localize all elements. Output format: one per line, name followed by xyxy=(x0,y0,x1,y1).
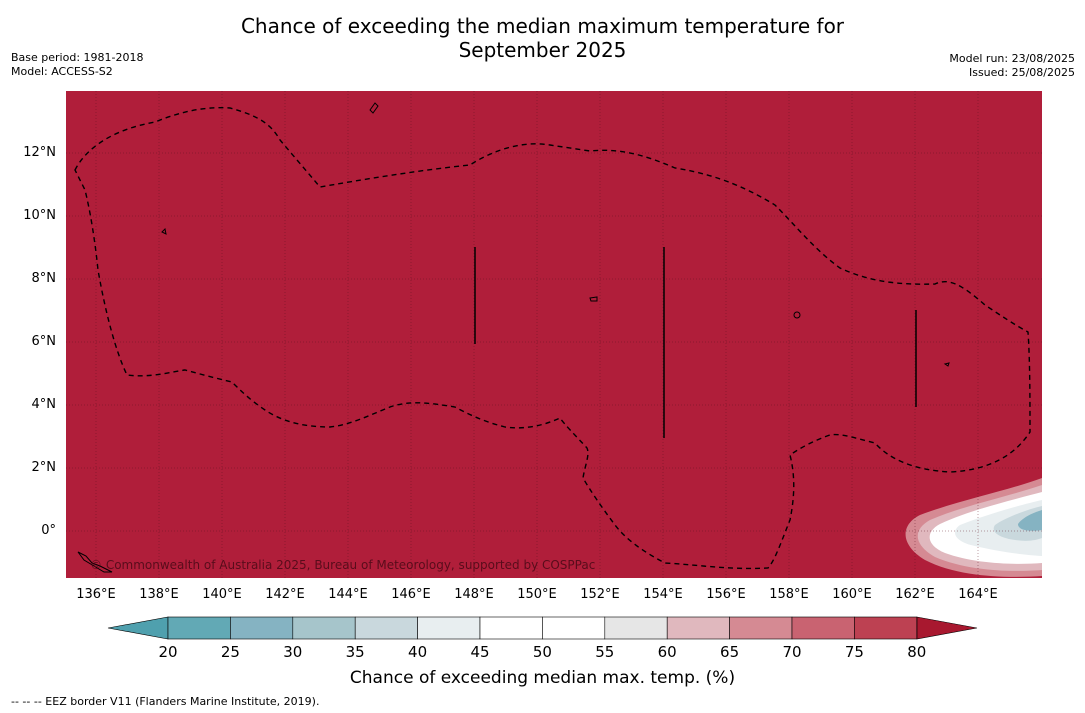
colorbar-segment xyxy=(479,616,543,640)
y-tick-label: 8°N xyxy=(31,271,57,286)
islands xyxy=(77,102,950,573)
model-run: Model run: 23/08/2025 xyxy=(949,52,1075,65)
map-panel xyxy=(66,91,1042,578)
colorbar-tick-label: 50 xyxy=(532,643,552,661)
x-tick-label: 148°E xyxy=(454,587,494,602)
eez-footer-note: -- -- -- EEZ border V11 (Flanders Marine… xyxy=(11,695,320,708)
low-probability-region xyxy=(905,478,1042,577)
y-tick-label: 4°N xyxy=(31,397,57,412)
colorbar-tick-label: 65 xyxy=(720,643,740,661)
colorbar-segment xyxy=(729,616,793,640)
colorbar-segment xyxy=(230,616,294,640)
colorbar-tick-label: 25 xyxy=(220,643,240,661)
colorbar-segment xyxy=(604,616,668,640)
colorbar-tick-label: 40 xyxy=(408,643,428,661)
x-tick-label: 154°E xyxy=(643,587,683,602)
y-tick-label: 0° xyxy=(41,523,56,538)
x-tick-label: 146°E xyxy=(391,587,431,602)
y-tick-label: 10°N xyxy=(23,208,56,223)
colorbar xyxy=(107,616,978,640)
copyright-text: © Commonwealth of Australia 2025, Bureau… xyxy=(90,558,595,572)
eez-border xyxy=(74,106,1031,570)
colorbar-tick-label: 55 xyxy=(595,643,615,661)
base-period: Base period: 1981-2018 xyxy=(11,51,144,64)
colorbar-tick-label: 20 xyxy=(158,643,178,661)
x-tick-label: 152°E xyxy=(580,587,620,602)
title-line-1: Chance of exceeding the median maximum t… xyxy=(240,14,845,38)
colorbar-tick-label: 75 xyxy=(844,643,864,661)
x-tick-label: 164°E xyxy=(958,587,998,602)
colorbar-segment xyxy=(666,616,730,640)
model-name: Model: ACCESS-S2 xyxy=(11,65,113,78)
y-tick-label: 6°N xyxy=(31,334,57,349)
x-tick-label: 162°E xyxy=(895,587,935,602)
title-line-2: September 2025 xyxy=(458,38,627,62)
volcanic-arc-lines xyxy=(474,247,917,438)
colorbar-tick-label: 45 xyxy=(470,643,490,661)
y-tick-label: 2°N xyxy=(31,460,57,475)
meta-right: Model run: 23/08/2025 Issued: 25/08/2025 xyxy=(949,52,1075,80)
colorbar-tick-label: 70 xyxy=(782,643,802,661)
x-tick-label: 140°E xyxy=(202,587,242,602)
colorbar-segment xyxy=(354,616,418,640)
x-tick-label: 144°E xyxy=(328,587,368,602)
colorbar-tick-label: 35 xyxy=(345,643,365,661)
graticule xyxy=(66,91,1042,578)
x-tick-label: 156°E xyxy=(706,587,746,602)
colorbar-segment xyxy=(854,616,918,640)
colorbar-segment xyxy=(292,616,356,640)
colorbar-over-arrow xyxy=(916,616,978,640)
x-tick-label: 158°E xyxy=(769,587,809,602)
x-tick-label: 136°E xyxy=(76,587,116,602)
colorbar-segment xyxy=(542,616,606,640)
x-tick-label: 150°E xyxy=(517,587,557,602)
issued-date: Issued: 25/08/2025 xyxy=(968,66,1075,79)
meta-left: Base period: 1981-2018 Model: ACCESS-S2 xyxy=(11,51,143,79)
colorbar-tick-label: 30 xyxy=(283,643,303,661)
colorbar-segment xyxy=(791,616,855,640)
x-tick-label: 138°E xyxy=(139,587,179,602)
x-tick-label: 160°E xyxy=(832,587,872,602)
colorbar-title: Chance of exceeding median max. temp. (%… xyxy=(349,668,736,688)
colorbar-segment xyxy=(167,616,231,640)
colorbar-segment xyxy=(417,616,481,640)
colorbar-tick-label: 80 xyxy=(907,643,927,661)
colorbar-tick-label: 60 xyxy=(657,643,677,661)
x-tick-label: 142°E xyxy=(265,587,305,602)
y-tick-label: 12°N xyxy=(23,145,56,160)
map-title: Chance of exceeding the median maximum t… xyxy=(0,14,1085,62)
colorbar-under-arrow xyxy=(107,616,169,640)
